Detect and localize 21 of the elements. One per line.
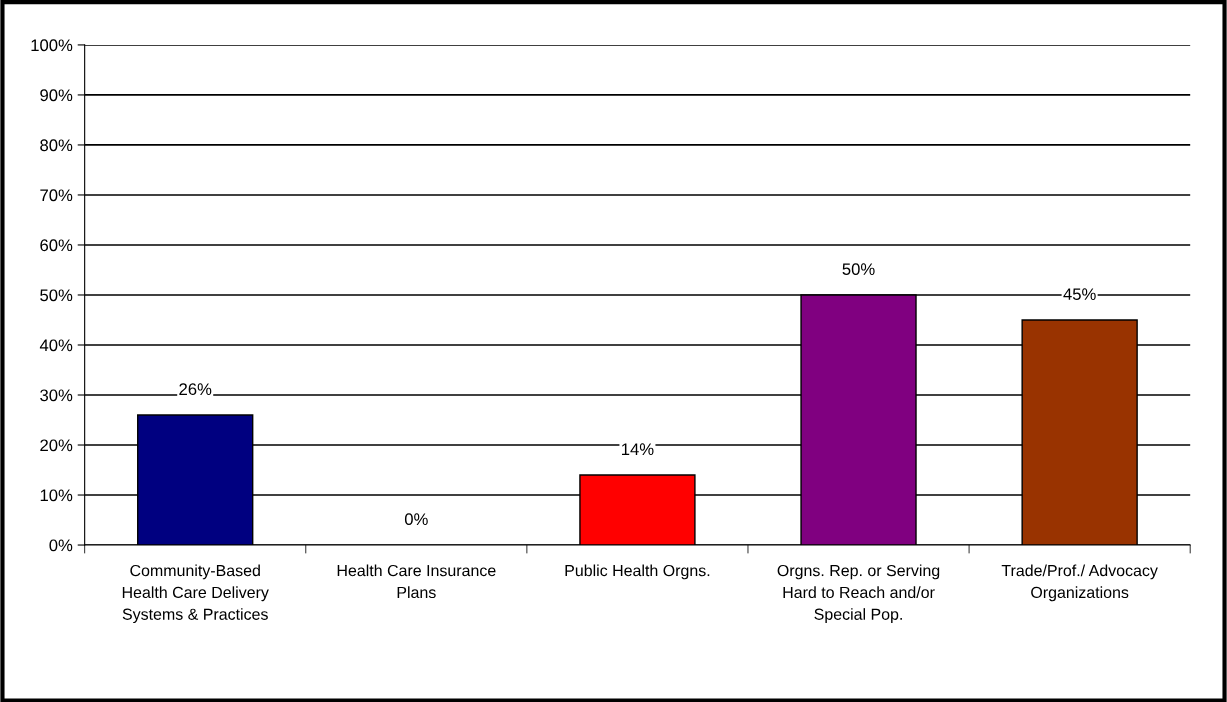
y-tick-label: 60%: [40, 239, 73, 252]
y-tick-label: 10%: [40, 489, 73, 502]
y-tick-label: 50%: [40, 289, 73, 302]
data-label: 50%: [842, 263, 875, 276]
data-label: 26%: [179, 383, 212, 396]
x-tick-label: Public Health Orgns.: [565, 564, 710, 580]
y-tick-label: 0%: [49, 539, 73, 552]
y-tick-label: 90%: [40, 89, 73, 102]
x-tick-label: Orgns. Rep. or Serving Hard to Reach and/or Special Pop.: [777, 564, 940, 624]
x-tick-label: Health Care Insurance Plans: [337, 564, 496, 599]
y-tick-label: 100%: [31, 39, 73, 52]
y-tick-label: 70%: [40, 189, 73, 202]
y-tick-label: 40%: [39, 339, 73, 352]
x-tick-label: Community-Based Health Care Delivery Systems & Practices: [122, 564, 269, 624]
y-tick-label: 80%: [40, 139, 73, 152]
data-label: 0%: [404, 513, 428, 526]
x-tick-label: Trade/Prof./ Advocacy Organizations: [1001, 564, 1158, 602]
data-label: 14%: [622, 443, 654, 455]
y-tick-label: 20%: [40, 439, 73, 452]
data-label: 45%: [1063, 288, 1096, 301]
y-tick-label: 30%: [40, 389, 73, 402]
